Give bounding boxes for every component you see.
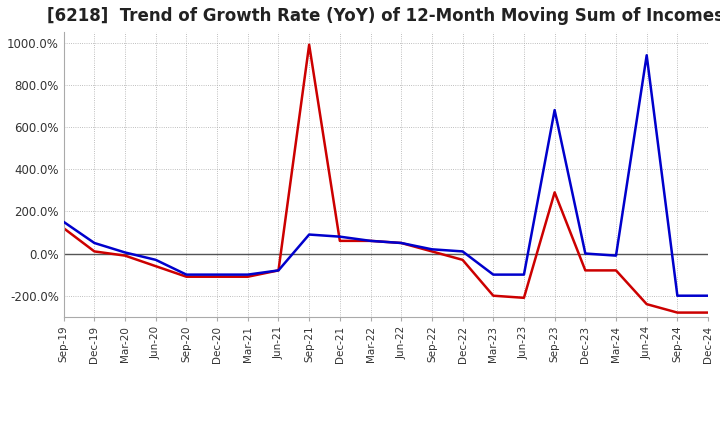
Net Income Growth Rate <box>703 310 712 315</box>
Net Income Growth Rate <box>90 249 99 254</box>
Ordinary Income Growth Rate <box>397 240 405 246</box>
Line: Ordinary Income Growth Rate: Ordinary Income Growth Rate <box>63 55 708 296</box>
Ordinary Income Growth Rate <box>642 53 651 58</box>
Title: [6218]  Trend of Growth Rate (YoY) of 12-Month Moving Sum of Incomes: [6218] Trend of Growth Rate (YoY) of 12-… <box>48 7 720 25</box>
Ordinary Income Growth Rate <box>550 107 559 113</box>
Net Income Growth Rate <box>121 253 130 258</box>
Net Income Growth Rate <box>336 238 344 243</box>
Ordinary Income Growth Rate <box>520 272 528 277</box>
Ordinary Income Growth Rate <box>243 272 252 277</box>
Ordinary Income Growth Rate <box>59 219 68 224</box>
Net Income Growth Rate <box>458 257 467 263</box>
Net Income Growth Rate <box>151 264 160 269</box>
Net Income Growth Rate <box>489 293 498 298</box>
Net Income Growth Rate <box>520 295 528 301</box>
Net Income Growth Rate <box>581 268 590 273</box>
Ordinary Income Growth Rate <box>612 253 621 258</box>
Ordinary Income Growth Rate <box>673 293 682 298</box>
Ordinary Income Growth Rate <box>90 240 99 246</box>
Ordinary Income Growth Rate <box>305 232 313 237</box>
Ordinary Income Growth Rate <box>366 238 375 243</box>
Net Income Growth Rate <box>642 301 651 307</box>
Net Income Growth Rate <box>673 310 682 315</box>
Net Income Growth Rate <box>213 274 222 279</box>
Ordinary Income Growth Rate <box>121 250 130 255</box>
Net Income Growth Rate <box>59 226 68 231</box>
Net Income Growth Rate <box>182 274 191 279</box>
Line: Net Income Growth Rate: Net Income Growth Rate <box>63 45 708 312</box>
Ordinary Income Growth Rate <box>489 272 498 277</box>
Net Income Growth Rate <box>366 238 375 243</box>
Ordinary Income Growth Rate <box>151 257 160 263</box>
Net Income Growth Rate <box>550 190 559 195</box>
Ordinary Income Growth Rate <box>213 272 222 277</box>
Net Income Growth Rate <box>397 240 405 246</box>
Net Income Growth Rate <box>612 268 621 273</box>
Ordinary Income Growth Rate <box>336 234 344 239</box>
Net Income Growth Rate <box>274 268 283 273</box>
Ordinary Income Growth Rate <box>581 251 590 256</box>
Net Income Growth Rate <box>243 274 252 279</box>
Legend: Ordinary Income Growth Rate, Net Income Growth Rate: Ordinary Income Growth Rate, Net Income … <box>160 436 612 440</box>
Ordinary Income Growth Rate <box>182 272 191 277</box>
Net Income Growth Rate <box>428 249 436 254</box>
Net Income Growth Rate <box>305 42 313 48</box>
Ordinary Income Growth Rate <box>274 268 283 273</box>
Ordinary Income Growth Rate <box>703 293 712 298</box>
Ordinary Income Growth Rate <box>428 247 436 252</box>
Ordinary Income Growth Rate <box>458 249 467 254</box>
